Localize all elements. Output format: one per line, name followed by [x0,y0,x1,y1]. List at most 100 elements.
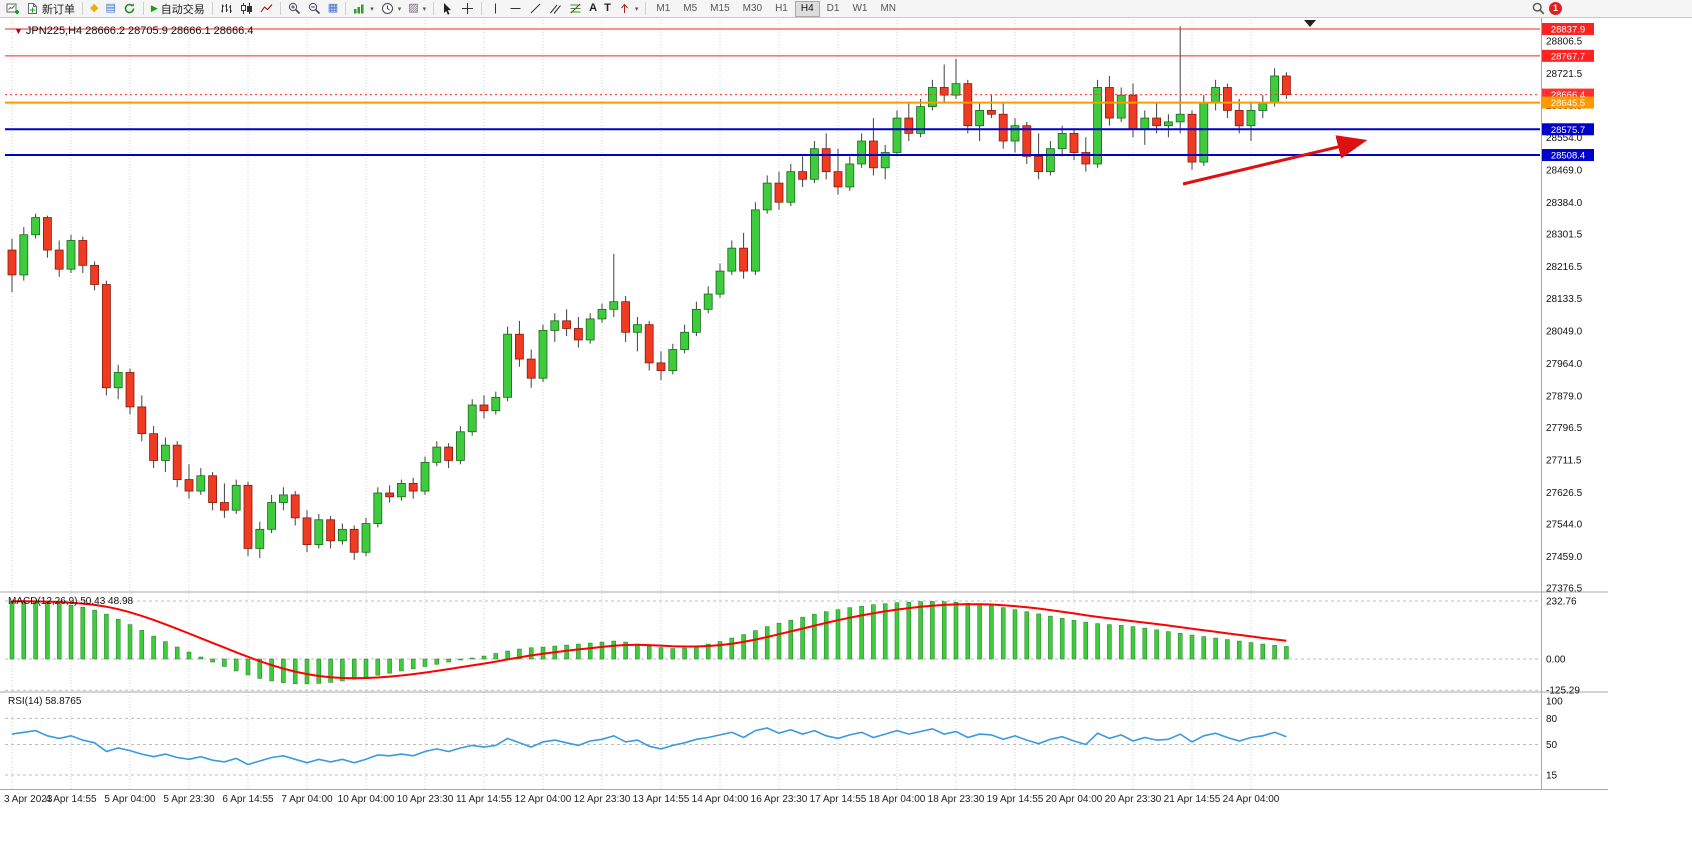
indicators-button[interactable]: ▾ [350,1,377,17]
cursor-icon [444,3,452,15]
chart-shift-marker[interactable] [1304,20,1316,27]
cursor-button[interactable] [438,1,457,17]
notification-badge[interactable]: 1 [1549,2,1562,15]
macd-label-row: MACD(12,26,9) 50.43 48.98 [8,596,133,607]
price-tag-text: 28666.4 [1551,90,1585,101]
line-chart-icon [260,4,273,13]
price-axis-label: 27626.5 [1546,488,1583,499]
channel-tool-button[interactable] [546,1,565,17]
macd-pane [9,600,1289,685]
toolbar-separator [481,2,483,15]
zoom-out-button[interactable] [305,1,324,17]
price-axis-label: 28554.0 [1546,133,1583,144]
time-axis-label: 10 Apr 04:00 [338,794,395,805]
dropdown-caret-icon: ▾ [370,5,374,13]
timeframe-w1[interactable]: W1 [852,2,868,14]
price-axis[interactable]: 28806.528721.528638.528554.028469.028384… [1546,36,1583,781]
price-tag-text: 28767.7 [1551,51,1585,62]
trendline-icon [530,3,541,14]
arrows-tool-button[interactable]: ▾ [615,1,642,17]
timeframe-m30[interactable]: M30 [742,2,763,14]
bar-chart-button[interactable] [217,1,236,17]
zoom-in-button[interactable] [285,1,304,17]
trendline-tool-button[interactable] [526,1,545,17]
line-chart-button[interactable] [257,1,276,17]
trend-arrow-annotation[interactable] [1182,135,1368,186]
text-tool-button[interactable]: A [586,1,600,17]
chart-title: JPN225,H4 28666.2 28705.9 28666.1 28666.… [25,25,254,37]
toolbar-separator [82,2,83,15]
toolbar: 新订单 ◆ ▤ ▶ 自动交易 ▦ ▾ ▾ ▨ ▾ [0,0,1692,18]
rsi-axis-label: 15 [1546,770,1558,781]
indicators-icon [354,4,364,14]
metaeditor-button[interactable]: ◆ [87,1,101,17]
fibonacci-tool-button[interactable] [566,1,585,17]
macd-axis-label: -125.29 [1546,686,1580,697]
candlestick-chart-button[interactable] [237,1,256,17]
level-price-tag [1542,96,1594,109]
tile-windows-button[interactable]: ▦ [325,1,341,17]
chart-title-row: ▼ JPN225,H4 28666.2 28705.9 28666.1 28666… [14,25,253,37]
grid-lines [11,17,1252,789]
bar-chart-icon [220,4,232,13]
periods-button[interactable]: ▾ [378,1,405,17]
timeframe-h1[interactable]: H1 [775,2,788,14]
price-axis-label: 28301.5 [1546,230,1583,241]
arrows-icon [620,3,628,13]
price-axis-label: 28049.0 [1546,326,1583,337]
time-axis-label: 14 Apr 04:00 [692,794,749,805]
time-axis-label: 4 Apr 14:55 [45,794,97,805]
macd-signal-line [12,600,1287,680]
price-axis-label: 27459.0 [1546,552,1583,563]
timeframe-d1[interactable]: D1 [826,2,840,14]
timeframe-mn[interactable]: MN [880,2,897,14]
new-order-label: 新订单 [42,3,75,16]
price-axis-label: 27711.5 [1546,455,1582,466]
timeframe-h4[interactable]: H4 [794,0,820,17]
new-order-button[interactable]: 新订单 [23,1,78,17]
search-button[interactable] [1529,1,1548,17]
tile-windows-icon: ▦ [327,2,339,14]
time-axis-label: 17 Apr 14:55 [810,794,867,805]
time-axis-label: 21 Apr 14:55 [1164,794,1221,805]
refresh-button[interactable] [120,1,139,17]
crosshair-button[interactable] [458,1,477,17]
rsi-pane [11,727,1287,766]
candlestick-chart-icon [240,3,252,14]
timeframe-m1[interactable]: M1 [656,2,671,14]
rsi-axis-label: 50 [1546,740,1558,751]
templates-button[interactable]: ▨ ▾ [405,1,429,17]
time-axis-label: 12 Apr 23:30 [574,794,631,805]
autotrading-button[interactable]: ▶ 自动交易 [148,1,208,17]
zoom-out-icon [308,2,320,15]
data-window-button[interactable]: ▤ [102,1,118,17]
timeframe-m5[interactable]: M5 [683,2,698,14]
rsi-line [11,727,1287,766]
timeframe-m15[interactable]: M15 [710,2,730,14]
metaeditor-icon: ◆ [90,2,99,14]
new-chart-button[interactable] [3,1,22,17]
price-axis-label: 28384.0 [1546,198,1583,209]
time-axis-label: 3 Apr 2023 [4,794,53,805]
text-label-tool-button[interactable]: T [601,1,614,17]
vertical-line-icon [495,3,497,14]
vertical-line-tool-button[interactable] [486,1,505,17]
price-axis-label: 28806.5 [1546,36,1583,47]
pane-separators[interactable] [0,17,1608,790]
time-axis-label: 20 Apr 23:30 [1105,794,1162,805]
rsi-axis-label: 80 [1546,714,1558,725]
horizontal-line-tool-button[interactable] [506,1,525,17]
time-axis-label: 18 Apr 23:30 [928,794,985,805]
toolbar-separator [211,2,213,15]
price-axis-label: 27796.5 [1546,423,1583,434]
time-axis-label: 5 Apr 23:30 [163,794,215,805]
level-price-tag [1542,149,1594,162]
price-axis-label: 28133.5 [1546,294,1583,305]
time-axis-label: 6 Apr 14:55 [222,794,274,805]
horizontal-level-lines[interactable] [5,28,1540,186]
